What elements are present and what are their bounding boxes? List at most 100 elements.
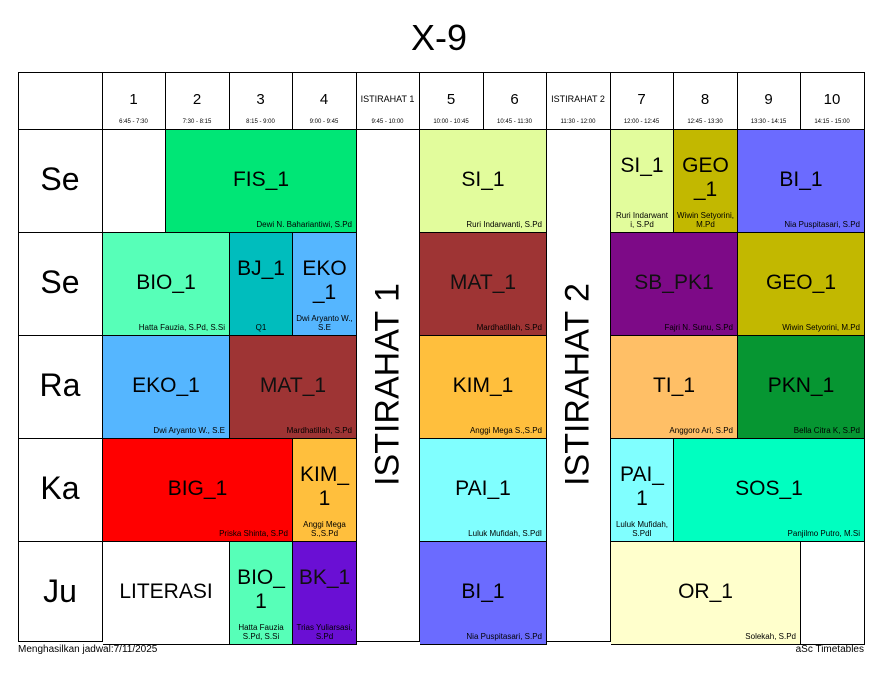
period-time: 13:30 - 14:15 xyxy=(750,119,787,125)
period-time: 12:00 - 12:45 xyxy=(623,119,660,125)
lesson-subject: BI_1 xyxy=(779,168,823,191)
lesson-subject: BI_1 xyxy=(461,580,505,603)
header-col-line xyxy=(800,72,801,129)
day-col-line xyxy=(102,129,103,641)
period-time: 6:45 - 7:30 xyxy=(119,119,148,125)
period-number: 10 xyxy=(823,91,841,108)
lesson-cell[interactable]: TI_1 Anggoro Ari, S.Pd xyxy=(611,336,738,439)
lesson-subject: BIO_1 xyxy=(237,566,285,613)
header-col-line xyxy=(165,72,166,129)
lesson-cell[interactable]: MAT_1 Mardhatillah, S.Pd xyxy=(420,233,547,336)
break-label: ISTIRAHAT 1 xyxy=(368,283,406,486)
lesson-cell[interactable]: SB_PK1 Fajri N. Sunu, S.Pd xyxy=(611,233,738,336)
lesson-cell[interactable]: MAT_1 Mardhatillah, S.Pd xyxy=(230,336,357,439)
lesson-teacher: Nia Puspitasari, S.Pd xyxy=(466,632,542,641)
lesson-cell[interactable]: BI_1 Nia Puspitasari, S.Pd xyxy=(420,542,547,645)
header-col-line xyxy=(102,72,103,129)
lesson-cell[interactable] xyxy=(801,542,865,645)
lesson-cell[interactable]: PKN_1 Bella Citra K, S.Pd xyxy=(738,336,865,439)
break-label: ISTIRAHAT 2 xyxy=(558,283,597,486)
lesson-teacher: Solekah, S.Pd xyxy=(745,632,796,641)
day-label: Se xyxy=(40,264,80,300)
period-number: 6 xyxy=(510,91,519,108)
lesson-subject: BIG_1 xyxy=(167,477,228,500)
lesson-subject: SB_PK1 xyxy=(634,271,714,294)
day-row-line xyxy=(18,335,102,336)
lesson-subject: SI_1 xyxy=(461,168,505,191)
lesson-subject: EKO_1 xyxy=(132,374,200,397)
lesson-cell[interactable]: BI_1 Nia Puspitasari, S.Pd xyxy=(738,130,865,233)
footer-app-name: aSc Timetables xyxy=(795,644,864,655)
lesson-cell[interactable]: LITERASI xyxy=(103,542,230,645)
lesson-cell[interactable]: PAI_1 Luluk Mufidah, S.PdI xyxy=(420,439,547,542)
header-col-line xyxy=(483,72,484,129)
day-label: Ka xyxy=(40,470,80,506)
lesson-subject: TI_1 xyxy=(652,374,696,397)
lesson-teacher: Luluk Mufidah, S.PdI xyxy=(615,520,669,538)
lesson-cell[interactable]: EKO_1 Dwi Aryanto W., S.E xyxy=(293,233,357,336)
lesson-cell[interactable]: KIM_1 Anggi Mega S.,S.Pd xyxy=(420,336,547,439)
break-col-line xyxy=(610,129,611,641)
lesson-cell[interactable]: PAI_1 Luluk Mufidah, S.PdI xyxy=(611,439,674,542)
lesson-subject: OR_1 xyxy=(678,580,733,603)
header-col-line xyxy=(737,72,738,129)
lesson-teacher: Anggoro Ari, S.Pd xyxy=(669,426,733,435)
period-time: 7:30 - 8:15 xyxy=(182,119,212,125)
lesson-teacher: Hatta Fauzia S.Pd, S.Si xyxy=(238,623,284,641)
lesson-cell[interactable]: BK_1 Trias Yuliarsasi, S.Pd xyxy=(293,542,357,645)
header-col-line xyxy=(292,72,293,129)
lesson-cell[interactable]: KIM_1 Anggi Mega S.,S.Pd xyxy=(293,439,357,542)
period-time: 10:00 - 10:45 xyxy=(433,119,469,125)
period-time: 11:30 - 12:00 xyxy=(560,119,596,125)
lesson-subject: GEO_1 xyxy=(682,154,729,201)
lesson-teacher: Hatta Fauzia, S.Pd, S.Si xyxy=(138,323,225,332)
lesson-teacher: Anggi Mega S.,S.Pd xyxy=(469,426,542,435)
lesson-cell[interactable]: GEO_1 Wiwin Setyorini, M.Pd xyxy=(738,233,865,336)
lesson-cell[interactable]: OR_1 Solekah, S.Pd xyxy=(611,542,801,645)
lesson-cell[interactable]: SI_1 Ruri Indarwant i, S.Pd xyxy=(611,130,674,233)
period-time: 9:00 - 9:45 xyxy=(309,119,339,125)
lesson-subject: BJ_1 xyxy=(237,257,285,280)
lesson-teacher: Dwi Aryanto W., S.E xyxy=(153,426,225,435)
lesson-cell[interactable]: GEO_1 Wiwin Setyorini, M.Pd xyxy=(674,130,738,233)
lesson-cell[interactable]: SI_1 Ruri Indarwanti, S.Pd xyxy=(420,130,547,233)
lesson-cell[interactable] xyxy=(103,130,166,233)
period-number: 3 xyxy=(256,91,265,108)
lesson-teacher: Ruri Indarwant i, S.Pd xyxy=(615,211,669,229)
period-number: 2 xyxy=(192,91,202,108)
lesson-subject: MAT_1 xyxy=(259,374,327,397)
lesson-cell[interactable]: FIS_1 Dewi N. Bahariantiwi, S.Pd xyxy=(166,130,357,233)
header-divider xyxy=(18,129,864,130)
lesson-subject: PAI_1 xyxy=(455,477,511,500)
page-title: X-9 xyxy=(410,17,468,58)
lesson-cell[interactable]: BIO_1 Hatta Fauzia S.Pd, S.Si xyxy=(230,542,293,645)
lesson-subject: BIO_1 xyxy=(136,271,196,294)
lesson-teacher: Trias Yuliarsasi, S.Pd xyxy=(296,623,353,641)
period-number: ISTIRAHAT 1 xyxy=(360,94,415,104)
lesson-cell[interactable]: EKO_1 Dwi Aryanto W., S.E xyxy=(103,336,230,439)
lesson-teacher: Ruri Indarwanti, S.Pd xyxy=(466,220,542,229)
lesson-subject: BK_1 xyxy=(298,566,351,589)
period-time: 12:45 - 13:30 xyxy=(687,119,723,125)
lesson-cell[interactable]: BIO_1 Hatta Fauzia, S.Pd, S.Si xyxy=(103,233,230,336)
day-label: Se xyxy=(40,161,80,197)
lesson-subject: SOS_1 xyxy=(735,477,803,500)
lesson-cell[interactable]: SOS_1 Panjilmo Putro, M.Si xyxy=(674,439,865,542)
break-col-line xyxy=(419,129,420,641)
lesson-teacher: Wiwin Setyorini, M.Pd xyxy=(782,323,860,332)
lesson-cell[interactable]: BIG_1 Priska Shinta, S.Pd xyxy=(103,439,293,542)
period-number: 9 xyxy=(764,91,773,108)
lesson-subject: LITERASI xyxy=(119,580,213,603)
lesson-teacher: Fajri N. Sunu, S.Pd xyxy=(664,323,733,332)
day-row-line xyxy=(18,232,102,233)
day-label: Ra xyxy=(39,367,81,403)
lesson-cell[interactable]: BJ_1 Q1 xyxy=(230,233,293,336)
lesson-subject: KIM_1 xyxy=(299,463,349,510)
lesson-teacher: Priska Shinta, S.Pd xyxy=(219,529,288,538)
day-row-line xyxy=(18,541,102,542)
header-col-line xyxy=(673,72,674,129)
period-number: ISTIRAHAT 2 xyxy=(551,94,605,104)
period-number: 8 xyxy=(700,91,710,108)
lesson-subject: EKO_1 xyxy=(302,257,347,304)
